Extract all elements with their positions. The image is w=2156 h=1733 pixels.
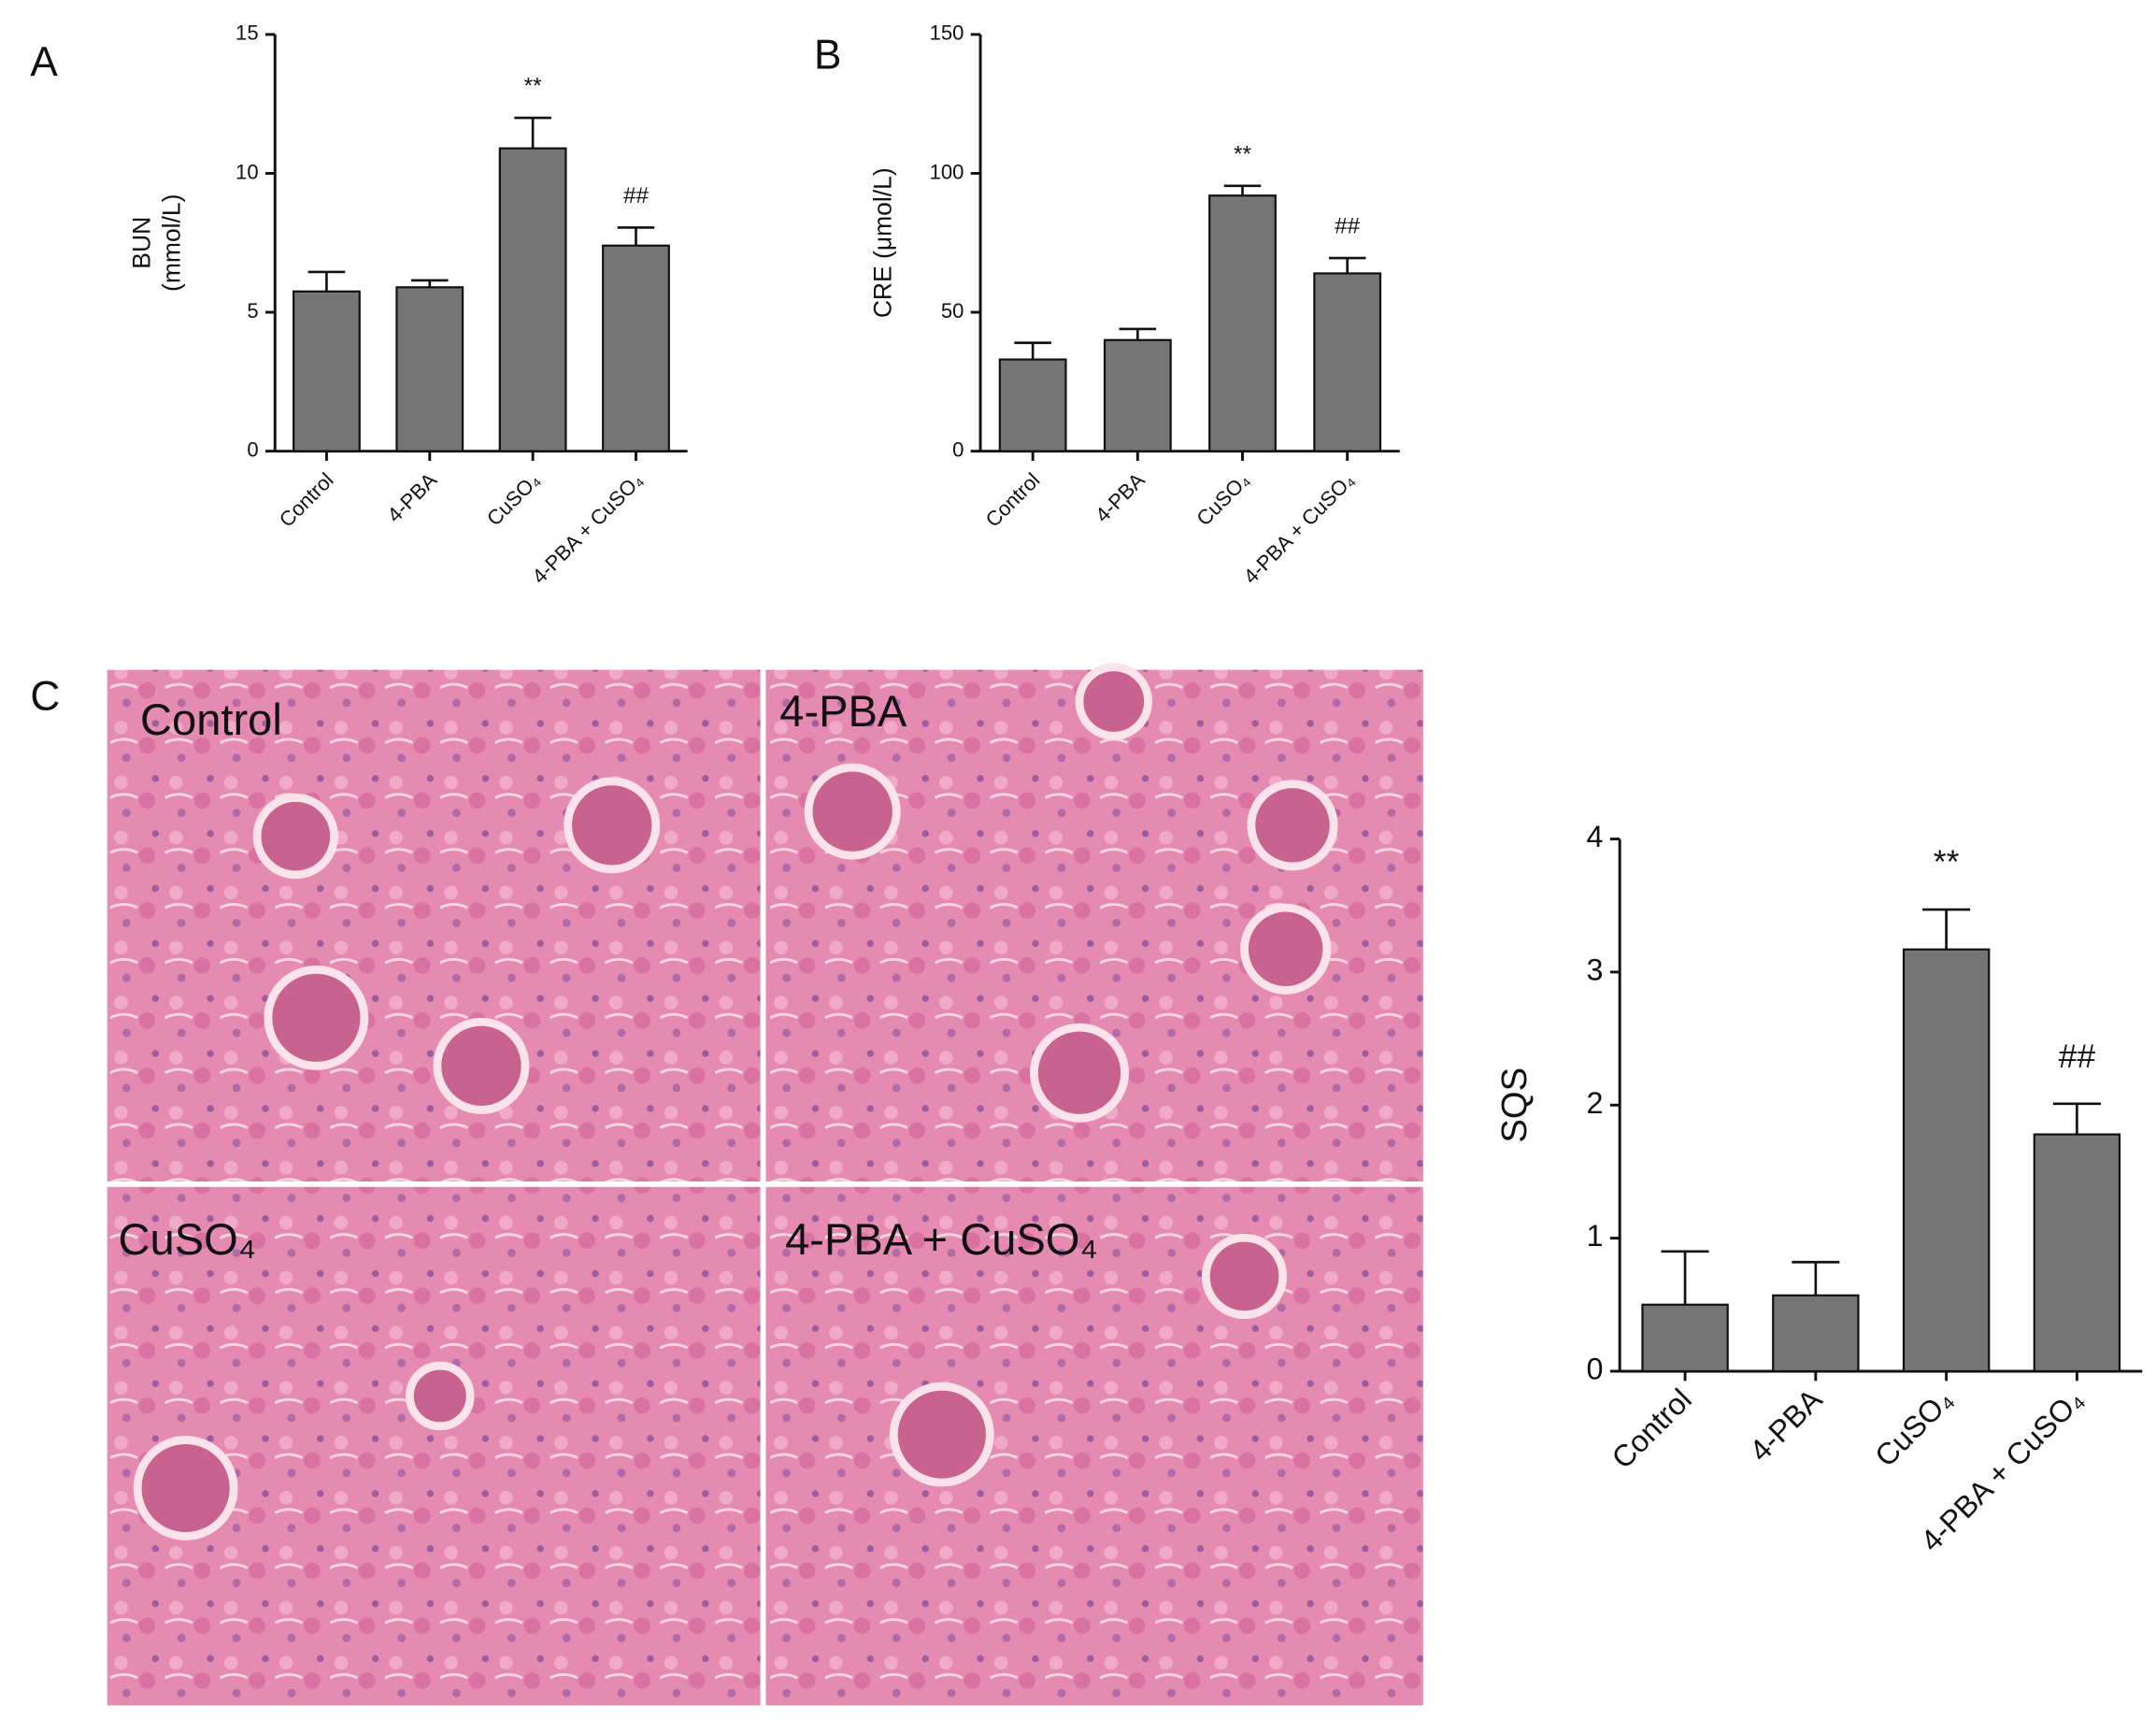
x-tick-label: 4-PBA + CuSO₄ <box>527 468 647 588</box>
error-bar <box>2052 1102 2101 1135</box>
error-bar <box>1328 256 1366 274</box>
histology: Control 4-PBA CuSO₄ 4-PBA + CuSO₄ <box>107 663 1423 1706</box>
x-tick-label: Control <box>275 468 338 532</box>
bar <box>1772 1294 1860 1373</box>
bar <box>1641 1303 1729 1373</box>
bar <box>1902 948 1991 1373</box>
y-tick-label: 2 <box>1587 1086 1604 1120</box>
y-tick-label: 0 <box>247 437 258 461</box>
y-tick-label: 4 <box>1587 820 1604 853</box>
bar <box>602 244 670 452</box>
y-tick-label: 100 <box>930 160 964 183</box>
y-tick-label: 15 <box>236 21 259 45</box>
x-tick-label: 4-PBA <box>382 468 441 527</box>
bar <box>293 290 361 452</box>
y-tick-label: 10 <box>236 160 259 183</box>
significance: ## <box>1335 214 1360 239</box>
bar <box>498 147 567 452</box>
y-tick-label: 5 <box>247 299 258 322</box>
y-tick-label: 0 <box>1587 1353 1604 1386</box>
error-bar <box>1792 1260 1840 1296</box>
image <box>765 1186 1423 1706</box>
x-tick-label: CuSO₄ <box>1192 468 1254 531</box>
bar <box>998 358 1067 452</box>
y-tick-label: 3 <box>1587 952 1604 986</box>
bar <box>1103 338 1172 452</box>
y-axis-label: CRE (μmol/L) <box>868 167 896 318</box>
y-axis-label-line: SQS <box>1494 1067 1535 1143</box>
significance: ** <box>524 74 542 99</box>
y-axis-label-line: BUN <box>128 217 156 269</box>
significance: ## <box>2059 1038 2096 1075</box>
significance: ** <box>1234 141 1251 166</box>
image-label: Control <box>140 695 282 744</box>
bar <box>395 286 464 452</box>
x-tick-label: CuSO₄ <box>1868 1382 1959 1473</box>
y-tick-label: 0 <box>952 437 964 461</box>
error-bar <box>1922 908 1971 950</box>
error-bar <box>514 116 551 149</box>
y-tick-label: 150 <box>930 21 964 45</box>
error-bar <box>1014 341 1051 360</box>
y-axis-label-line: (mmol/L) <box>157 194 185 292</box>
error-bar <box>1119 327 1157 340</box>
error-bar <box>617 226 655 246</box>
bar <box>1313 272 1382 452</box>
error-bar <box>307 270 346 292</box>
error-bar <box>1661 1250 1709 1305</box>
bar <box>2033 1133 2121 1373</box>
glomeruli <box>133 663 1338 1540</box>
image-label: 4-PBA + CuSO₄ <box>785 1214 1098 1264</box>
y-axis-label-line: CRE (μmol/L) <box>868 167 896 318</box>
x-tick-label: 4-PBA <box>1743 1382 1829 1468</box>
significance: ## <box>623 183 649 208</box>
y-tick-label: 1 <box>1587 1219 1604 1253</box>
x-tick-label: Control <box>1606 1382 1698 1475</box>
image-label: CuSO₄ <box>119 1214 256 1264</box>
panel-label: A <box>30 39 58 85</box>
y-tick-label: 50 <box>941 299 964 322</box>
x-tick-label: CuSO₄ <box>482 468 545 531</box>
error-bar <box>1223 184 1262 196</box>
bar <box>1208 194 1277 452</box>
error-bar <box>411 279 449 288</box>
x-tick-label: Control <box>981 468 1045 532</box>
image <box>107 669 761 1182</box>
image-label: 4-PBA <box>779 686 907 736</box>
y-axis-label: BUN(mmol/L) <box>128 194 186 292</box>
y-axis-label: SQS <box>1494 1067 1535 1143</box>
panel-label: B <box>814 33 841 79</box>
x-tick-label: 4-PBA <box>1091 468 1149 527</box>
significance: ** <box>1934 843 1960 881</box>
x-tick-label: 4-PBA + CuSO₄ <box>1239 468 1359 588</box>
panel-label: C <box>30 673 60 719</box>
